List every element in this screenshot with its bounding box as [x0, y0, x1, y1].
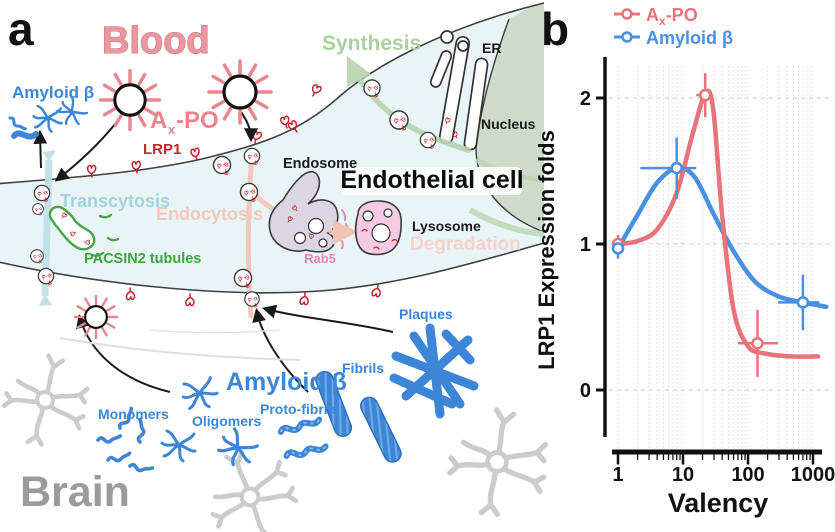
x-tick-label: 1000 [791, 464, 835, 486]
synthesis-label: Synthesis [322, 32, 421, 55]
axpo-particle-brain [73, 294, 119, 340]
nucleus-swash-2 [468, 207, 545, 237]
legend-label: Ax-PO [646, 5, 698, 28]
synthesis-route [347, 56, 471, 153]
svg-text:-PO: -PO [176, 107, 219, 134]
blood-amyloid-glyphs [8, 93, 91, 140]
y-tick-label: 1 [580, 234, 591, 256]
fibril [315, 370, 353, 437]
panel-b: b LRP1 Expression folds Valency 0 1 2 1 10 10… [534, 3, 835, 518]
endothelial-cell-label: Endothelial cell [340, 166, 523, 194]
cell-cytoplasm [0, 3, 544, 293]
lysosome-label: Lysosome [412, 218, 481, 234]
endothelial-label-box [342, 167, 522, 195]
svg-text:A: A [150, 107, 167, 134]
particle-to-transcytosis-arrow [54, 114, 123, 182]
pacsin2-label: PACSIN2 tubules [84, 251, 201, 267]
lysosome [354, 200, 403, 256]
amyloid-beta-blood-label: Amyloid β [12, 83, 94, 102]
blood-label: Blood [102, 20, 210, 62]
plaques-label: Plaques [399, 306, 453, 322]
lrp1-label: LRP1 [143, 141, 181, 158]
endocytosis-label: Endocytosis [156, 204, 263, 224]
nucleus-label: Nucleus [481, 116, 536, 132]
er-label: ER [482, 40, 501, 56]
er-structure [429, 30, 489, 151]
data-point [698, 88, 712, 102]
svg-text:x: x [168, 122, 176, 137]
panel-a: a Blood Amyloid β A x -PO LRP1 Transcyto… [0, 2, 554, 532]
oligomers-label: Oligomers [192, 413, 261, 429]
rab5-label: Rab5 [304, 251, 336, 266]
y-tick-label: 2 [580, 88, 591, 110]
y-tick-label: 0 [580, 380, 591, 402]
data-point [751, 336, 764, 350]
data-point [796, 296, 810, 309]
apical-membrane [0, 2, 545, 185]
nucleus-envelope [475, 18, 545, 233]
pacsin2-tubule [48, 205, 96, 251]
degradation-label: Degradation [410, 234, 521, 255]
brain-to-particle-arrow [76, 313, 171, 393]
endosome [268, 170, 349, 253]
brain-label: Brain [20, 468, 130, 516]
fit-curve [615, 165, 829, 310]
endosome-label: Endosome [283, 156, 357, 172]
legend-marker-circle [621, 8, 633, 20]
legend-label: Amyloid β [646, 28, 733, 48]
data-point [670, 161, 684, 175]
amyloid-beta-brain-label: Amyloid β [226, 368, 347, 396]
proto-fibrils-label: Proto-fibrils [260, 401, 340, 417]
particle-to-endocytosis-arrow [240, 111, 258, 143]
amyloid-to-membrane-arrow [252, 307, 309, 393]
x-tick-label: 1 [612, 464, 623, 486]
brain-amyloid-glyphs [96, 323, 479, 479]
x-tick-label: 10 [672, 464, 694, 486]
legend-marker-circle [621, 31, 633, 43]
x-tick-label: 100 [731, 464, 764, 486]
plaque [389, 323, 479, 419]
axpo-label: A x -PO [150, 107, 219, 137]
panel-a-label: a [8, 3, 34, 55]
fibril [360, 396, 402, 463]
pacsin2-fragments [90, 213, 120, 257]
neurons [0, 329, 554, 532]
data-point [611, 242, 625, 255]
x-axis-title: Valency [668, 488, 769, 518]
panel-b-label: b [541, 3, 569, 55]
transcytosis-route [31, 150, 56, 306]
fibrils-label: Fibrils [342, 360, 384, 376]
y-axis-title: LRP1 Expression folds [534, 130, 559, 370]
fit-curve [615, 88, 821, 359]
plaques-to-membrane-arrow [261, 304, 394, 333]
basolateral-membrane [0, 242, 545, 294]
monomers-label: Monomers [98, 406, 169, 422]
release-to-blood-arrow [33, 129, 48, 169]
transcytosis-vesicle [38, 268, 53, 285]
exocytic-pit [245, 292, 259, 308]
transcytosis-label: Transcytosis [60, 191, 170, 211]
